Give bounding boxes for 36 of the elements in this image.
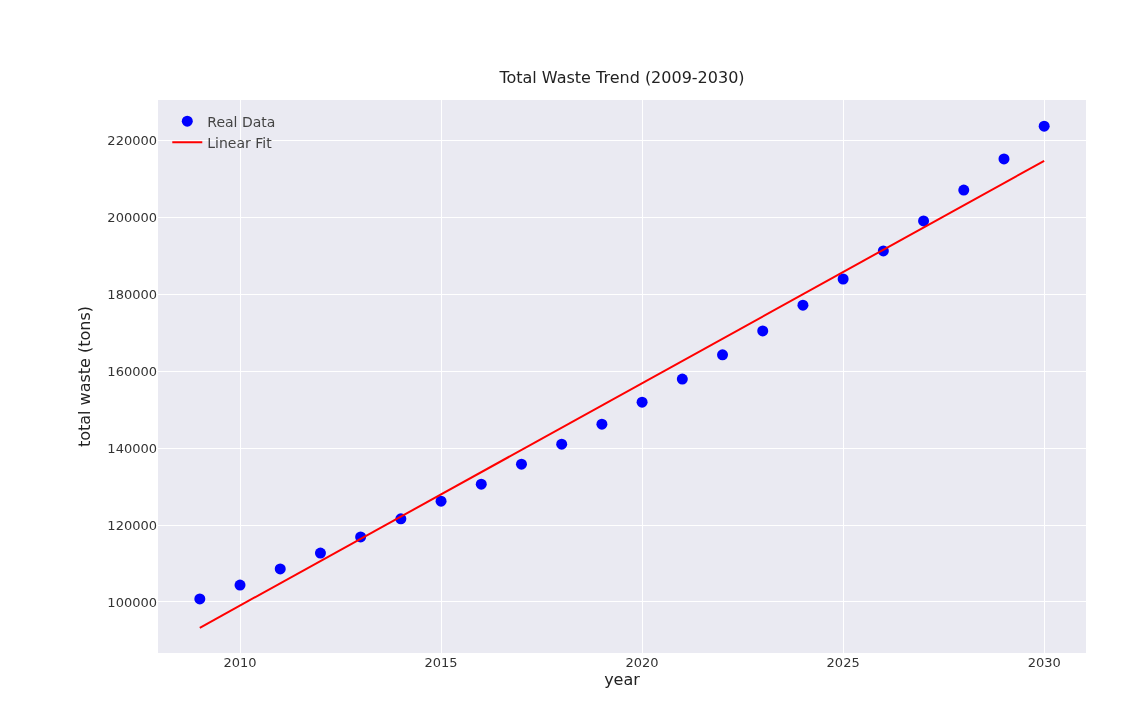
point xyxy=(435,495,447,507)
point xyxy=(274,563,286,575)
point xyxy=(837,273,849,285)
y-tick-label: 160000 xyxy=(107,363,157,379)
point xyxy=(797,299,809,311)
point xyxy=(676,373,688,385)
point xyxy=(636,396,648,408)
legend-label: Real Data xyxy=(207,113,276,130)
point xyxy=(717,349,729,361)
x-tick-label: 2020 xyxy=(625,655,659,670)
chart-title: Total Waste Trend (2009-2030) xyxy=(498,68,745,88)
point xyxy=(515,458,527,470)
point xyxy=(998,153,1010,165)
point xyxy=(1038,120,1050,132)
y-tick-label: 200000 xyxy=(107,209,157,225)
x-axis-title: year xyxy=(604,670,641,689)
x-tick-label: 2010 xyxy=(223,655,257,670)
point xyxy=(918,215,930,227)
y-tick-label: 220000 xyxy=(107,132,157,148)
point xyxy=(234,579,246,591)
y-tick-label: 100000 xyxy=(107,594,157,610)
y-tick-label: 180000 xyxy=(107,286,157,302)
legend-label: Linear Fit xyxy=(207,134,273,151)
y-axis-title: total waste (tons) xyxy=(75,305,95,448)
y-tick-label: 120000 xyxy=(107,517,157,533)
x-tick-label: 2025 xyxy=(826,655,860,670)
point xyxy=(194,593,206,605)
point xyxy=(314,547,326,559)
y-tick-label: 140000 xyxy=(107,440,157,456)
point xyxy=(556,438,568,450)
x-tick-label: 2030 xyxy=(1027,655,1061,670)
x-tick-label: 2015 xyxy=(424,655,458,670)
point xyxy=(958,184,970,196)
point xyxy=(596,418,608,430)
point xyxy=(757,325,769,337)
point xyxy=(475,478,487,490)
